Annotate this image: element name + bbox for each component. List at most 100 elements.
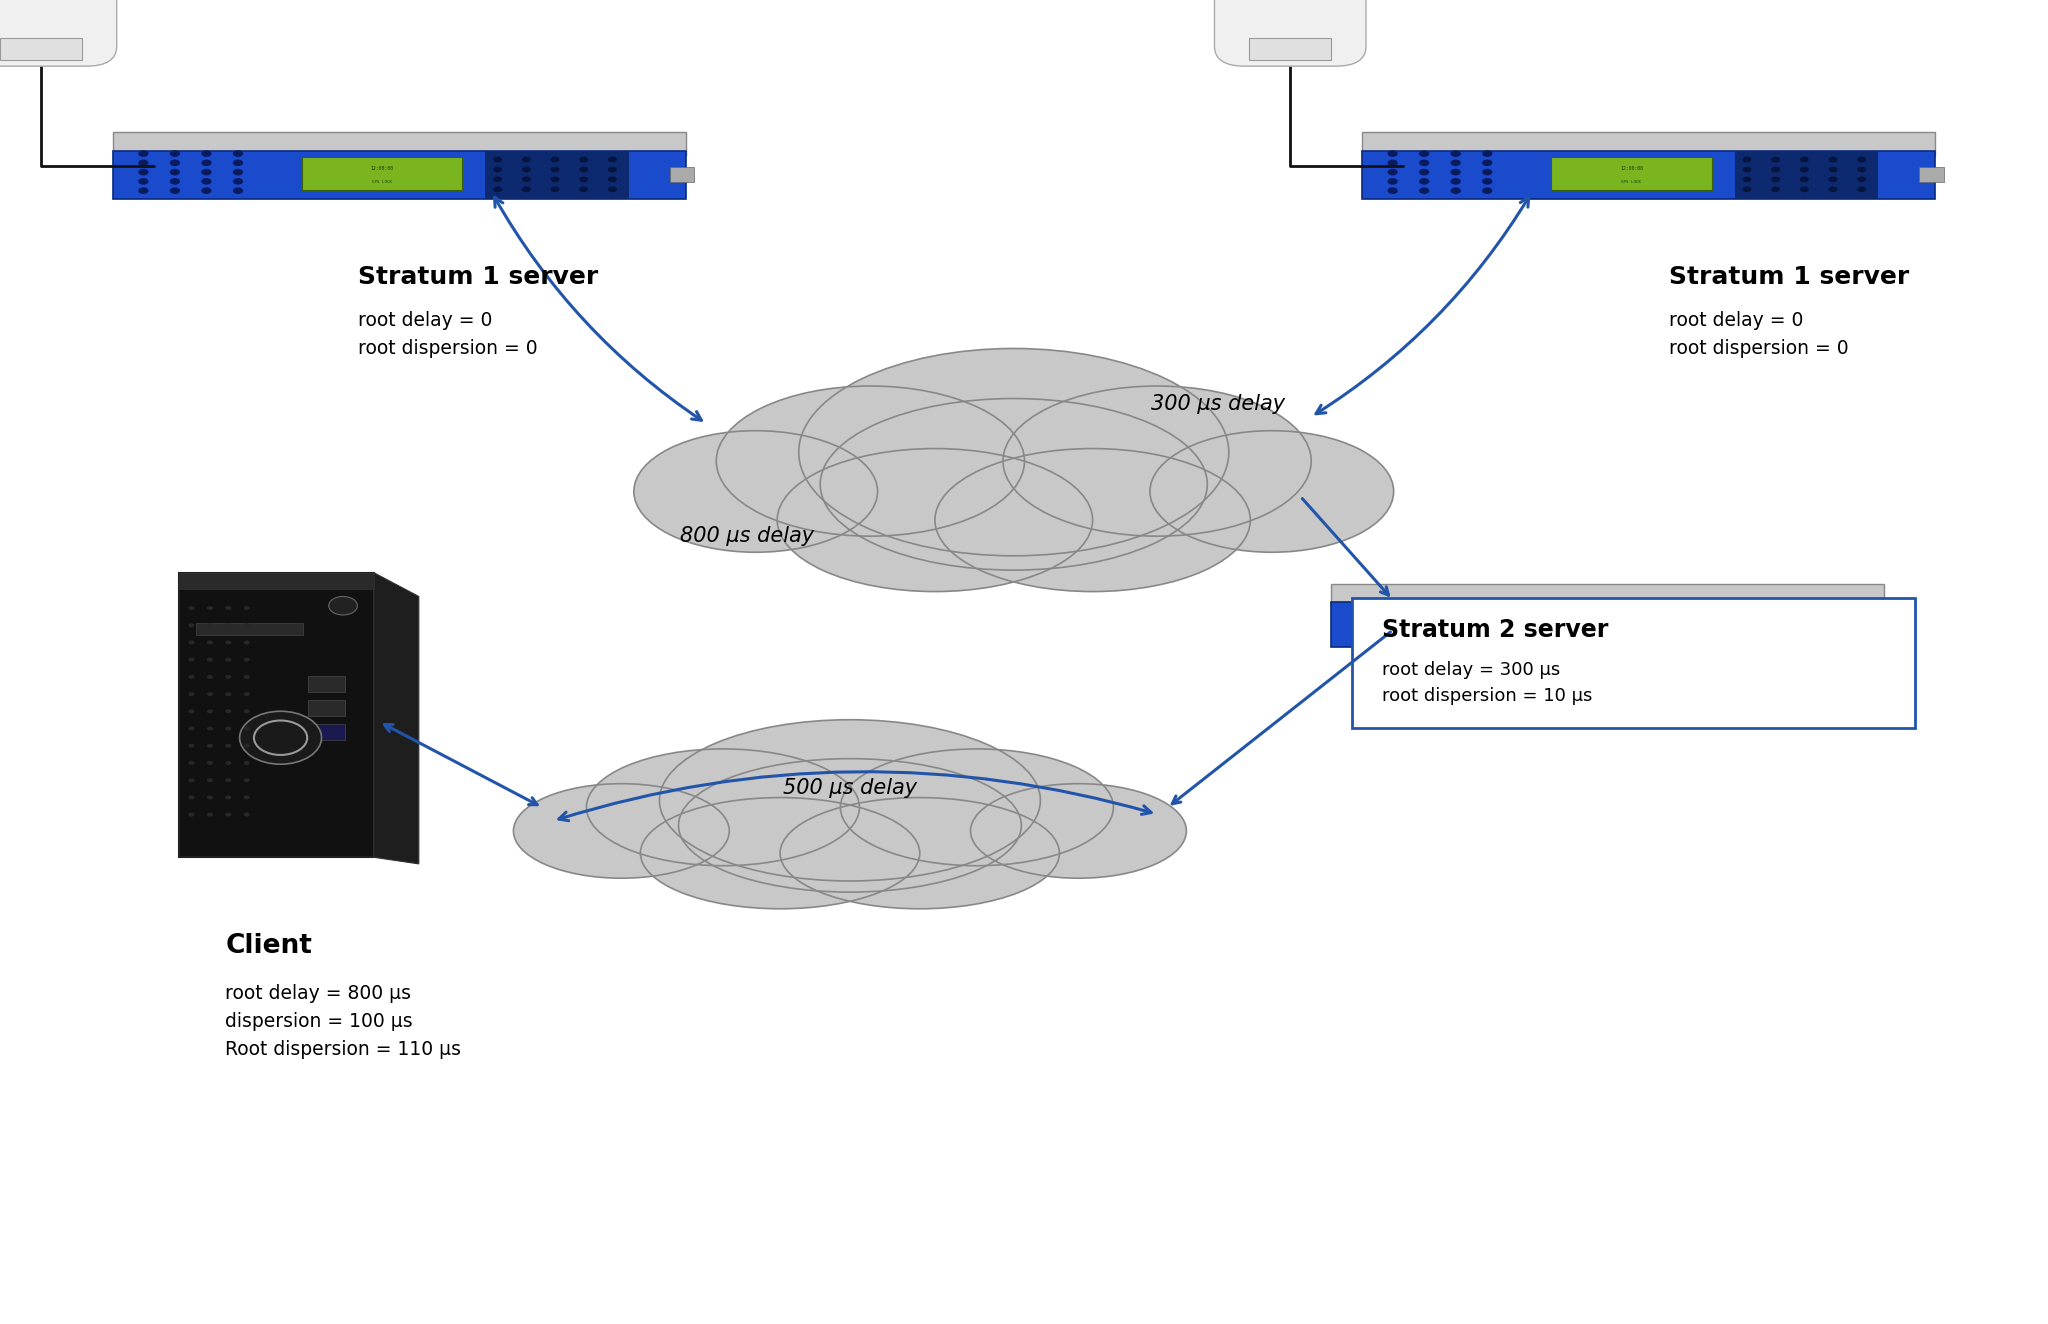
Circle shape [608,167,616,172]
Ellipse shape [778,449,1094,592]
Ellipse shape [934,449,1249,592]
Circle shape [1726,636,1735,641]
Circle shape [225,624,231,628]
Circle shape [1358,618,1368,625]
Circle shape [201,160,211,167]
Circle shape [1483,151,1493,158]
Circle shape [1448,628,1458,634]
Circle shape [1772,156,1780,163]
Circle shape [1726,616,1735,621]
Circle shape [608,176,616,183]
Text: root delay = 800 μs
dispersion = 100 μs
Root dispersion = 110 μs: root delay = 800 μs dispersion = 100 μs … [225,984,461,1059]
Circle shape [137,151,150,158]
Circle shape [1386,600,1397,606]
Circle shape [233,188,244,195]
Circle shape [1389,179,1397,185]
Circle shape [1782,625,1790,632]
Circle shape [244,744,250,748]
Bar [180,573,373,858]
Ellipse shape [659,720,1040,880]
Circle shape [494,176,502,183]
Circle shape [201,188,211,195]
Circle shape [1808,636,1819,641]
Circle shape [1417,609,1427,614]
Circle shape [188,641,195,645]
Circle shape [551,176,559,183]
Circle shape [1448,637,1458,643]
Circle shape [244,606,250,610]
Circle shape [207,779,213,782]
Circle shape [551,167,559,172]
Circle shape [1450,179,1460,185]
Circle shape [244,761,250,765]
Circle shape [1772,187,1780,192]
Text: GPS LOCK: GPS LOCK [1581,629,1602,633]
Circle shape [1800,176,1808,183]
Circle shape [207,692,213,696]
Circle shape [1808,616,1819,621]
Circle shape [233,151,244,158]
Circle shape [1743,176,1751,183]
Circle shape [233,169,244,176]
Ellipse shape [1004,387,1311,536]
Circle shape [233,179,244,185]
Text: root delay = 0
root dispersion = 0: root delay = 0 root dispersion = 0 [1669,311,1849,357]
Circle shape [1808,625,1819,632]
Circle shape [188,675,195,679]
Circle shape [1800,167,1808,172]
Circle shape [1782,605,1790,612]
Bar [1362,151,1935,199]
Circle shape [1753,625,1763,632]
Circle shape [1772,176,1780,183]
Circle shape [1386,618,1397,625]
Bar [307,724,344,740]
Circle shape [207,606,213,610]
Circle shape [1829,176,1837,183]
Bar [1331,584,1884,606]
Circle shape [1419,169,1430,176]
Circle shape [137,160,150,167]
Bar [1513,608,1669,639]
Circle shape [188,658,195,662]
Circle shape [170,188,180,195]
Text: 12:00:00: 12:00:00 [1620,166,1642,171]
Circle shape [1483,188,1493,195]
Circle shape [1450,188,1460,195]
Circle shape [1389,151,1397,158]
Circle shape [608,187,616,192]
Circle shape [1358,609,1368,614]
Circle shape [1743,167,1751,172]
Ellipse shape [780,797,1059,908]
FancyBboxPatch shape [0,0,117,66]
Circle shape [188,692,195,696]
Circle shape [1743,156,1751,163]
Circle shape [137,169,150,176]
Circle shape [225,692,231,696]
Circle shape [244,796,250,800]
Text: GPS LOCK: GPS LOCK [1622,180,1640,184]
Circle shape [188,813,195,817]
Circle shape [1419,151,1430,158]
Circle shape [188,796,195,800]
Text: root delay = 300 μs
root dispersion = 10 μs: root delay = 300 μs root dispersion = 10… [1382,661,1593,706]
Ellipse shape [586,749,860,866]
Circle shape [207,761,213,765]
Circle shape [244,641,250,645]
Circle shape [170,151,180,158]
Circle shape [201,169,211,176]
Circle shape [244,624,250,628]
Circle shape [244,727,250,731]
Circle shape [551,187,559,192]
Circle shape [188,727,195,731]
Circle shape [1358,637,1368,643]
Circle shape [1417,637,1427,643]
Circle shape [201,151,211,158]
Circle shape [1448,609,1458,614]
Bar [301,158,463,191]
FancyBboxPatch shape [1352,598,1915,728]
Text: Stratum 1 server: Stratum 1 server [1669,265,1909,289]
Bar [307,700,344,716]
Bar [670,168,694,183]
Circle shape [1698,605,1708,612]
Circle shape [1753,605,1763,612]
